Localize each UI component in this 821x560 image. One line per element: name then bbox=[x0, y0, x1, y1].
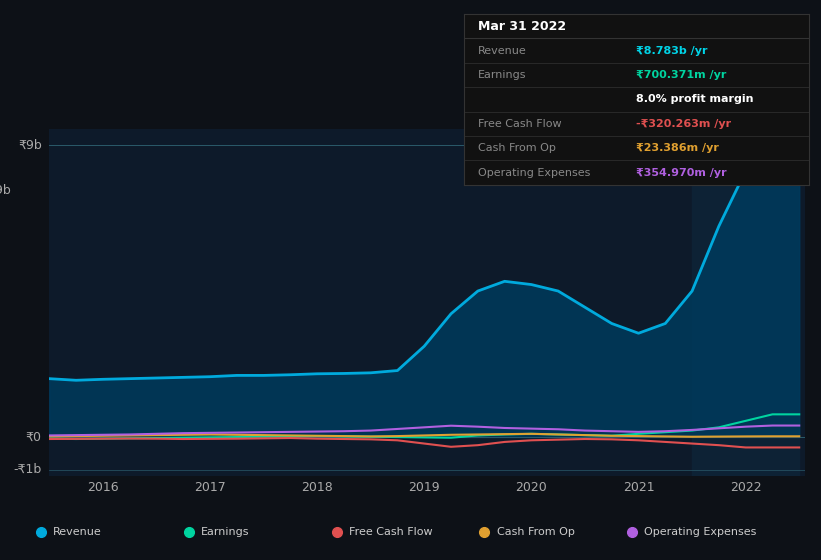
Text: ₹9b: ₹9b bbox=[0, 184, 11, 197]
Text: Operating Expenses: Operating Expenses bbox=[644, 527, 757, 537]
Text: Operating Expenses: Operating Expenses bbox=[478, 167, 590, 178]
Text: -₹1b: -₹1b bbox=[13, 463, 42, 476]
Text: Earnings: Earnings bbox=[478, 70, 526, 80]
Text: Free Cash Flow: Free Cash Flow bbox=[478, 119, 562, 129]
Text: Earnings: Earnings bbox=[201, 527, 250, 537]
Text: -₹320.263m /yr: -₹320.263m /yr bbox=[636, 119, 732, 129]
Text: ₹354.970m /yr: ₹354.970m /yr bbox=[636, 167, 727, 178]
Text: ₹9b: ₹9b bbox=[18, 138, 42, 152]
Text: Free Cash Flow: Free Cash Flow bbox=[349, 527, 433, 537]
Text: Cash From Op: Cash From Op bbox=[478, 143, 556, 153]
Text: Revenue: Revenue bbox=[478, 45, 526, 55]
Bar bbox=[692, 129, 799, 476]
Text: ₹700.371m /yr: ₹700.371m /yr bbox=[636, 70, 727, 80]
Text: Mar 31 2022: Mar 31 2022 bbox=[478, 20, 566, 32]
Text: ₹8.783b /yr: ₹8.783b /yr bbox=[636, 45, 708, 55]
Text: Revenue: Revenue bbox=[53, 527, 102, 537]
Text: ₹23.386m /yr: ₹23.386m /yr bbox=[636, 143, 719, 153]
Text: Cash From Op: Cash From Op bbox=[497, 527, 575, 537]
Text: 8.0% profit margin: 8.0% profit margin bbox=[636, 95, 754, 104]
Text: ₹0: ₹0 bbox=[25, 431, 42, 444]
